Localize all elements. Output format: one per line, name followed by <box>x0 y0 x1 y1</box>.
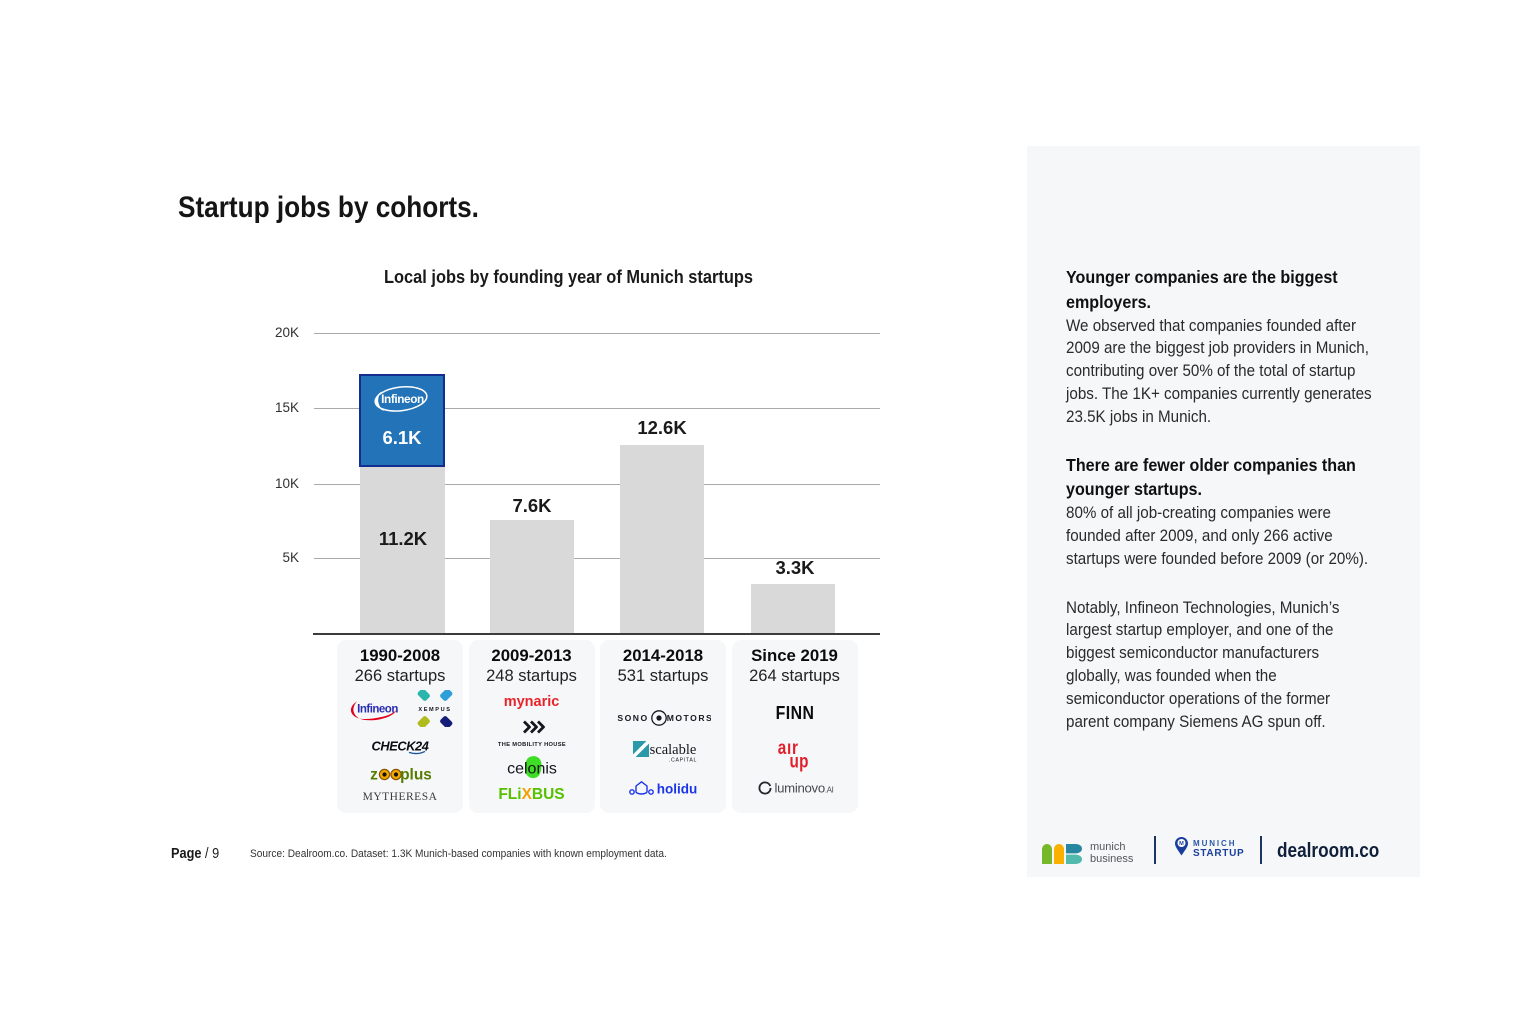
svg-text:THE MOBILITY HOUSE: THE MOBILITY HOUSE <box>497 742 565 748</box>
svg-text:XEMPUS: XEMPUS <box>418 707 451 713</box>
svg-text:scalable: scalable <box>650 742 697 758</box>
svg-text:z: z <box>370 767 378 784</box>
svg-text:CHECK24: CHECK24 <box>372 739 429 754</box>
svg-text:Infineon: Infineon <box>357 704 398 716</box>
svg-text:celonis: celonis <box>507 761 557 778</box>
svg-text:holidu: holidu <box>657 782 698 797</box>
svg-text:SONO: SONO <box>617 713 648 723</box>
svg-text:M: M <box>1179 841 1184 847</box>
svg-text:up: up <box>789 750 808 772</box>
svg-text:MOTORS: MOTORS <box>667 713 711 723</box>
svg-text:luminovo.AI: luminovo.AI <box>774 781 833 796</box>
svg-text:plus: plus <box>400 767 431 784</box>
svg-text:Infineon: Infineon <box>381 392 424 406</box>
svg-text:.CAPITAL: .CAPITAL <box>669 758 697 764</box>
svg-text:aır: aır <box>777 737 798 759</box>
